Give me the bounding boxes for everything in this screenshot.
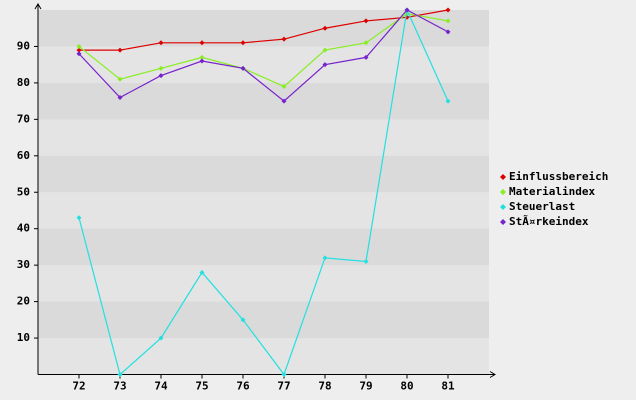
- point: [117, 372, 123, 377]
- y-tick-label: 40: [17, 222, 30, 235]
- point: [240, 317, 246, 323]
- band: [38, 82, 489, 120]
- x-tick-label: 79: [359, 380, 372, 393]
- point: [445, 98, 451, 104]
- x-tick-label: 78: [318, 380, 331, 393]
- point: [363, 40, 369, 46]
- x-tick-label: 72: [72, 380, 85, 393]
- band: [38, 228, 489, 266]
- series-line: [78, 7, 449, 376]
- legend-marker: [500, 204, 506, 210]
- point: [76, 51, 82, 57]
- y-tick-label: 90: [17, 39, 30, 52]
- point: [445, 18, 451, 24]
- series-line: [78, 13, 449, 88]
- point: [199, 54, 205, 60]
- x-tick-label: 74: [154, 380, 168, 393]
- point: [281, 98, 287, 104]
- point: [158, 65, 164, 71]
- point: [240, 40, 246, 46]
- point: [404, 7, 410, 13]
- point: [158, 335, 164, 341]
- point: [322, 25, 328, 31]
- series-line: [78, 9, 449, 102]
- point: [76, 43, 82, 49]
- band: [38, 301, 489, 339]
- point: [322, 255, 328, 261]
- point: [76, 47, 82, 53]
- y-axis-arrow: [34, 3, 42, 10]
- point: [322, 47, 328, 53]
- point: [281, 84, 287, 90]
- point: [117, 47, 123, 53]
- point: [117, 94, 123, 100]
- y-tick-label: 30: [17, 258, 30, 271]
- x-tick-label: 80: [400, 380, 413, 393]
- point: [158, 40, 164, 46]
- legend-marker: [500, 174, 506, 180]
- point: [445, 7, 451, 13]
- legend-label: Einflussbereich: [509, 170, 608, 183]
- y-tick-label: 20: [17, 295, 30, 308]
- y-tick-label: 10: [17, 331, 30, 344]
- legend-label: Materialindex: [509, 185, 595, 198]
- point: [199, 269, 205, 275]
- y-tick-label: 70: [17, 112, 30, 125]
- x-tick-label: 73: [113, 380, 126, 393]
- point: [445, 29, 451, 35]
- x-axis-arrow: [489, 371, 496, 378]
- legend-label: Steuerlast: [509, 200, 575, 213]
- point: [322, 62, 328, 68]
- x-tick-label: 77: [277, 380, 290, 393]
- point: [363, 18, 369, 24]
- point: [281, 372, 287, 377]
- point: [363, 54, 369, 60]
- point: [117, 76, 123, 82]
- point: [240, 65, 246, 71]
- y-tick-label: 80: [17, 76, 30, 89]
- y-tick-label: 60: [17, 149, 30, 162]
- series-line: [79, 9, 449, 51]
- legend-label: StÃ¤rkeindex: [509, 215, 589, 228]
- point: [281, 36, 287, 42]
- point: [199, 58, 205, 64]
- point: [158, 73, 164, 79]
- y-tick-label: 50: [17, 185, 30, 198]
- point: [363, 259, 369, 265]
- legend-marker: [500, 219, 506, 225]
- point: [76, 215, 82, 221]
- x-tick-label: 81: [441, 380, 455, 393]
- legend-marker: [500, 189, 506, 195]
- point: [199, 40, 205, 46]
- x-tick-label: 76: [236, 380, 250, 393]
- x-tick-label: 75: [195, 380, 208, 393]
- band: [38, 155, 489, 193]
